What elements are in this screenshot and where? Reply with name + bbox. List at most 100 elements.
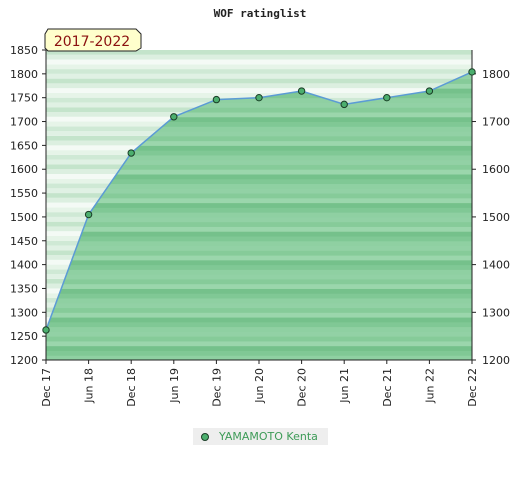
area-band [46,288,472,294]
right-tick-label: 1300 [482,306,510,319]
area-band [46,326,472,332]
data-point [297,87,306,95]
data-point [170,113,178,121]
area-band [46,283,472,289]
left-tick-label: 1650 [10,139,38,152]
area-band [46,140,472,146]
area-band [46,240,472,247]
left-y-axis-ticks: 1200 1250 1300 1350 1400 1450 1500 1550 1600 1650… [10,44,46,367]
area-band [46,236,472,242]
area-band [46,336,472,342]
area-band [46,269,472,275]
grid-band [46,73,472,79]
area-band [46,350,472,356]
x-tick-label: Dec 22 [466,368,479,407]
data-point [84,210,93,219]
area-band [46,126,472,132]
right-tick-label: 1200 [482,354,510,367]
data-point [425,87,434,95]
grid-band [46,83,472,89]
area-band [46,207,472,213]
area-band [46,221,472,227]
left-tick-label: 1200 [10,354,38,367]
right-tick-label: 1700 [482,116,510,129]
data-point [468,68,476,76]
area-band [46,145,472,151]
area-band [46,340,472,347]
area-band [46,321,472,328]
area-band [46,193,472,199]
x-tick-label: Dec 21 [381,368,394,407]
chart-title: WOF ratinglist [214,7,307,20]
area-band [46,274,472,280]
x-tick-label: Jun 21 [338,368,351,404]
area-band [46,131,472,137]
right-tick-label: 1600 [482,163,510,176]
left-tick-label: 1600 [10,163,38,176]
left-tick-label: 1550 [10,187,38,200]
area-band [46,116,472,123]
area-band [46,245,472,251]
area-band [46,312,472,318]
period-badge-label: 2017-2022 [54,34,130,50]
area-band [46,212,472,218]
area-band [46,135,472,142]
grid-band [46,64,472,70]
area-band [46,298,472,304]
area-band [46,331,472,337]
x-tick-label: Dec 19 [210,368,223,407]
area-band [46,169,472,175]
left-tick-label: 1700 [10,116,38,129]
x-tick-label: Jun 22 [423,368,436,404]
area-band [46,231,472,237]
x-tick-label: Jun 20 [253,368,266,404]
legend-marker-icon [201,432,209,441]
right-tick-label: 1500 [482,211,510,224]
x-tick-label: Dec 20 [296,368,309,407]
legend-series-name: YAMAMOTO Kenta [219,430,318,443]
area-band [46,226,472,232]
area-band [46,188,472,194]
area-band [46,159,472,165]
data-point [340,100,348,109]
left-tick-label: 1350 [10,282,38,295]
area-band [46,112,472,118]
area-band [46,355,472,360]
grid-band [46,59,472,65]
area-band [46,255,472,261]
area-band [46,307,472,313]
right-tick-label: 1400 [482,259,510,272]
area-band [46,102,472,108]
area-band [46,197,472,204]
grid-band [46,69,472,74]
area-band [46,250,472,256]
period-badge: 2017-2022 [44,28,142,52]
area-band [46,293,472,299]
x-tick-label: Dec 18 [125,368,138,407]
grid-band [46,78,472,84]
area-band [46,317,472,323]
area-band [46,107,472,113]
area-band [46,345,472,351]
data-point [127,149,135,157]
area-band [46,121,472,127]
right-tick-label: 1800 [482,68,510,81]
area-band [46,216,472,223]
area-band [46,174,472,180]
grid-band [46,50,472,55]
area-band [46,278,472,285]
area-band [46,264,472,270]
area-band [46,154,472,161]
data-markers [42,68,476,334]
left-tick-label: 1750 [10,92,38,105]
left-tick-label: 1250 [10,330,38,343]
left-tick-label: 1500 [10,211,38,224]
legend: YAMAMOTO Kenta [193,428,328,445]
grid-band [46,54,472,60]
area-band [46,302,472,309]
x-tick-label: Jun 19 [168,368,181,404]
left-tick-label: 1850 [10,44,38,57]
right-y-axis-ticks: 1200 1300 1400 1500 1600 1700 1800 [472,68,510,367]
area-band [46,150,472,156]
area-band [46,164,472,170]
